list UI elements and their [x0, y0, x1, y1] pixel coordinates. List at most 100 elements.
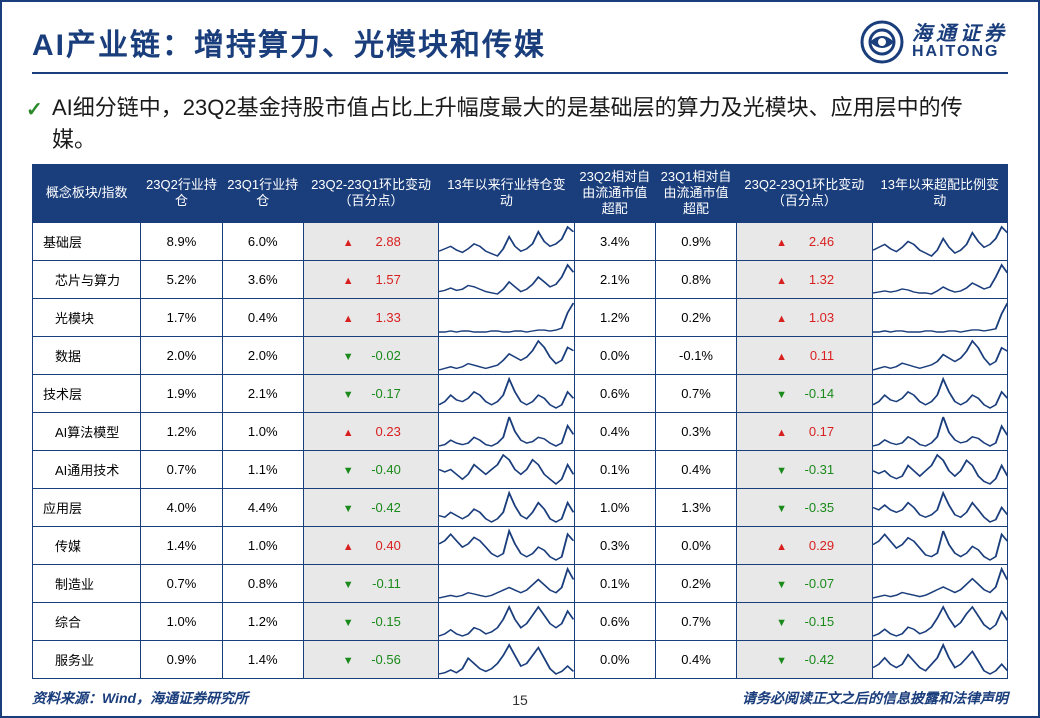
table-cell: 0.8% — [655, 260, 736, 298]
table-row: 基础层8.9%6.0%▲ 2.883.4%0.9%▲ 2.46 — [33, 222, 1008, 260]
table-cell: 4.0% — [141, 488, 222, 526]
table-cell: ▼ -0.17 — [303, 374, 438, 412]
table-cell: 制造业 — [33, 564, 141, 602]
footer-disclaimer: 请务必阅读正文之后的信息披露和法律声明 — [742, 688, 1008, 708]
table-cell: 芯片与算力 — [33, 260, 141, 298]
table-header-row: 概念板块/指数23Q2行业持仓23Q1行业持仓 23Q2-23Q1环比变动（百分点… — [33, 164, 1008, 222]
table-cell — [439, 336, 574, 374]
table-cell — [439, 412, 574, 450]
check-icon: ✓ — [26, 96, 43, 125]
table-cell — [872, 640, 1007, 678]
table-cell: 1.9% — [141, 374, 222, 412]
table-cell: 1.1% — [222, 450, 303, 488]
table-cell: ▲ 1.32 — [737, 260, 872, 298]
table-header-cell: 23Q2-23Q1环比变动（百分点） — [737, 164, 872, 222]
table-cell: 光模块 — [33, 298, 141, 336]
table-cell — [439, 450, 574, 488]
table-cell — [439, 374, 574, 412]
table-cell: 1.3% — [655, 488, 736, 526]
table-cell: ▲ 2.88 — [303, 222, 438, 260]
table-cell — [872, 336, 1007, 374]
table-cell: 1.0% — [222, 526, 303, 564]
table-cell: ▲ 0.29 — [737, 526, 872, 564]
logo-en-text: HAITONG — [912, 44, 1008, 60]
table-cell: ▼ -0.31 — [737, 450, 872, 488]
table-cell: 0.7% — [655, 602, 736, 640]
table-cell: AI通用技术 — [33, 450, 141, 488]
table-cell — [439, 526, 574, 564]
table-cell — [439, 260, 574, 298]
table-cell: 0.0% — [655, 526, 736, 564]
table-cell: 0.0% — [574, 336, 655, 374]
table-cell: 0.2% — [655, 298, 736, 336]
table-cell: ▲ 0.23 — [303, 412, 438, 450]
table-cell: 0.9% — [655, 222, 736, 260]
table-cell: 2.1% — [574, 260, 655, 298]
table-cell: ▼ -0.15 — [303, 602, 438, 640]
table-cell: ▲ 0.17 — [737, 412, 872, 450]
table-cell: ▼ -0.42 — [737, 640, 872, 678]
table-cell — [872, 526, 1007, 564]
table-row: 制造业0.7%0.8%▼ -0.110.1%0.2%▼ -0.07 — [33, 564, 1008, 602]
table-cell: 应用层 — [33, 488, 141, 526]
table-cell: 0.8% — [222, 564, 303, 602]
table-cell — [872, 374, 1007, 412]
table-cell: ▲ 1.57 — [303, 260, 438, 298]
table-header-cell: 23Q1相对自由流通市值超配 — [655, 164, 736, 222]
table-row: 综合1.0%1.2%▼ -0.150.6%0.7%▼ -0.15 — [33, 602, 1008, 640]
table-cell — [872, 298, 1007, 336]
table-cell — [439, 564, 574, 602]
table-cell: 0.1% — [574, 450, 655, 488]
table-cell — [872, 412, 1007, 450]
table-cell: ▼ -0.07 — [737, 564, 872, 602]
logo-cn-text: 海通证券 — [912, 24, 1008, 44]
table-cell: 5.2% — [141, 260, 222, 298]
table-cell: 3.6% — [222, 260, 303, 298]
slide-header: AI产业链：增持算力、光模块和传媒 海通证券 HAITONG — [2, 2, 1038, 64]
table-cell: 0.4% — [574, 412, 655, 450]
table-cell: 3.4% — [574, 222, 655, 260]
table-cell: 1.4% — [141, 526, 222, 564]
table-cell: ▲ 0.11 — [737, 336, 872, 374]
table-cell: 0.7% — [141, 564, 222, 602]
table-cell: 0.6% — [574, 374, 655, 412]
table-header-cell: 23Q1行业持仓 — [222, 164, 303, 222]
table-cell: 基础层 — [33, 222, 141, 260]
table-cell: 0.3% — [574, 526, 655, 564]
table-header-cell: 23Q2行业持仓 — [141, 164, 222, 222]
table-cell: 1.0% — [141, 602, 222, 640]
table-cell: 2.0% — [141, 336, 222, 374]
table-cell: ▲ 2.46 — [737, 222, 872, 260]
table-cell — [439, 602, 574, 640]
table-cell: 0.4% — [655, 450, 736, 488]
table-cell: ▲ 0.40 — [303, 526, 438, 564]
table-cell: ▼ -0.56 — [303, 640, 438, 678]
table-cell: 传媒 — [33, 526, 141, 564]
table-cell — [872, 222, 1007, 260]
table-row: 服务业0.9%1.4%▼ -0.560.0%0.4%▼ -0.42 — [33, 640, 1008, 678]
table-cell: ▼ -0.02 — [303, 336, 438, 374]
table-cell: ▼ -0.40 — [303, 450, 438, 488]
table-cell: 2.1% — [222, 374, 303, 412]
table-container: 概念板块/指数23Q2行业持仓23Q1行业持仓 23Q2-23Q1环比变动（百分点… — [2, 164, 1038, 679]
table-cell: 0.7% — [141, 450, 222, 488]
table-header-cell: 概念板块/指数 — [33, 164, 141, 222]
table-cell — [439, 640, 574, 678]
table-cell: ▼ -0.42 — [303, 488, 438, 526]
table-header-cell: 13年以来超配比例变动 — [872, 164, 1007, 222]
page-number: 15 — [512, 692, 528, 708]
table-cell: 1.4% — [222, 640, 303, 678]
table-cell: 8.9% — [141, 222, 222, 260]
table-cell: 1.2% — [574, 298, 655, 336]
table-cell: ▼ -0.15 — [737, 602, 872, 640]
table-row: AI通用技术0.7%1.1%▼ -0.40 0.1%0.4%▼ -0.31 — [33, 450, 1008, 488]
table-row: 传媒1.4%1.0%▲ 0.40 0.3%0.0%▲ 0.29 — [33, 526, 1008, 564]
table-cell: 数据 — [33, 336, 141, 374]
table-cell: 4.4% — [222, 488, 303, 526]
table-cell: 0.6% — [574, 602, 655, 640]
table-row: 芯片与算力5.2%3.6%▲ 1.57 2.1%0.8%▲ 1.32 — [33, 260, 1008, 298]
table-cell: AI算法模型 — [33, 412, 141, 450]
table-cell: 0.3% — [655, 412, 736, 450]
table-cell: 1.2% — [222, 602, 303, 640]
table-header-cell: 13年以来行业持仓变动 — [439, 164, 574, 222]
